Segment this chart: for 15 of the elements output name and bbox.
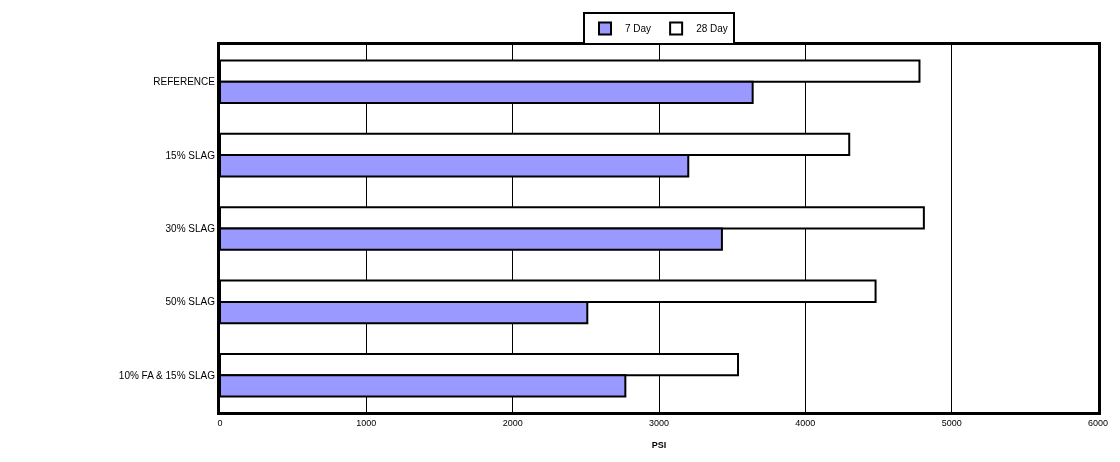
x-tick-label: 4000 <box>795 417 816 428</box>
legend-label: 7 Day <box>625 23 652 35</box>
x-tick-label: 3000 <box>648 417 670 428</box>
x-tick-label: 5000 <box>941 417 962 428</box>
y-tick-label: 30% SLAG <box>165 223 216 234</box>
y-tick-label: REFERENCE <box>153 76 216 88</box>
x-tick-label: 0 <box>217 417 223 428</box>
x-tick-label: 1000 <box>356 417 377 428</box>
y-tick-label: 10% FA & 15% SLAG <box>118 369 216 381</box>
x-tick-label: 6000 <box>1087 417 1109 428</box>
y-tick-label: 15% SLAG <box>165 149 216 161</box>
x-tick-label: 2000 <box>502 417 523 428</box>
y-tick-label: 50% SLAG <box>165 296 216 308</box>
x-axis-title: PSI <box>651 439 667 450</box>
legend-label: 28 Day <box>696 23 728 35</box>
